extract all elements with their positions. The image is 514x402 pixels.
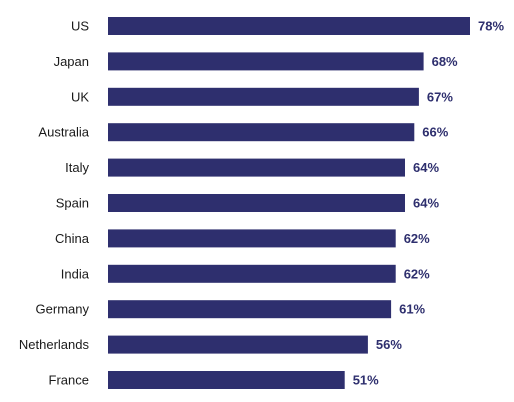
category-label-netherlands: Netherlands xyxy=(19,337,90,352)
category-label-germany: Germany xyxy=(36,302,90,317)
value-label-china: 62% xyxy=(404,231,430,246)
category-label-france: France xyxy=(49,373,89,388)
bar-uk xyxy=(108,87,419,106)
value-label-netherlands: 56% xyxy=(376,337,402,352)
category-label-australia: Australia xyxy=(38,125,89,140)
category-label-china: China xyxy=(55,231,90,246)
bar-italy xyxy=(108,158,405,177)
bar-india xyxy=(108,264,396,283)
value-label-uk: 67% xyxy=(427,89,453,104)
bars-group xyxy=(108,17,470,389)
category-label-uk: UK xyxy=(71,89,89,104)
category-label-japan: Japan xyxy=(54,54,89,69)
value-label-australia: 66% xyxy=(422,125,448,140)
bar-china xyxy=(108,229,396,248)
value-label-japan: 68% xyxy=(432,54,458,69)
bar-germany xyxy=(108,300,392,319)
value-label-germany: 61% xyxy=(399,302,425,317)
bar-france xyxy=(108,371,345,389)
bar-us xyxy=(108,17,470,35)
bar-japan xyxy=(108,52,424,71)
value-label-italy: 64% xyxy=(413,160,439,175)
bar-netherlands xyxy=(108,335,368,354)
category-label-india: India xyxy=(61,266,90,281)
value-labels: 78% 68% 67% 66% 64% 64% 62% 62% 61% 56% 51% xyxy=(353,19,505,388)
category-label-italy: Italy xyxy=(65,160,89,175)
category-label-us: US xyxy=(71,19,89,34)
category-label-spain: Spain xyxy=(56,196,89,211)
value-label-us: 78% xyxy=(478,19,504,34)
value-label-india: 62% xyxy=(404,266,430,281)
category-labels: US Japan UK Australia Italy Spain China India Ge… xyxy=(19,19,90,388)
bar-australia xyxy=(108,123,415,142)
value-label-france: 51% xyxy=(353,373,379,388)
bar-spain xyxy=(108,194,405,212)
value-label-spain: 64% xyxy=(413,196,439,211)
